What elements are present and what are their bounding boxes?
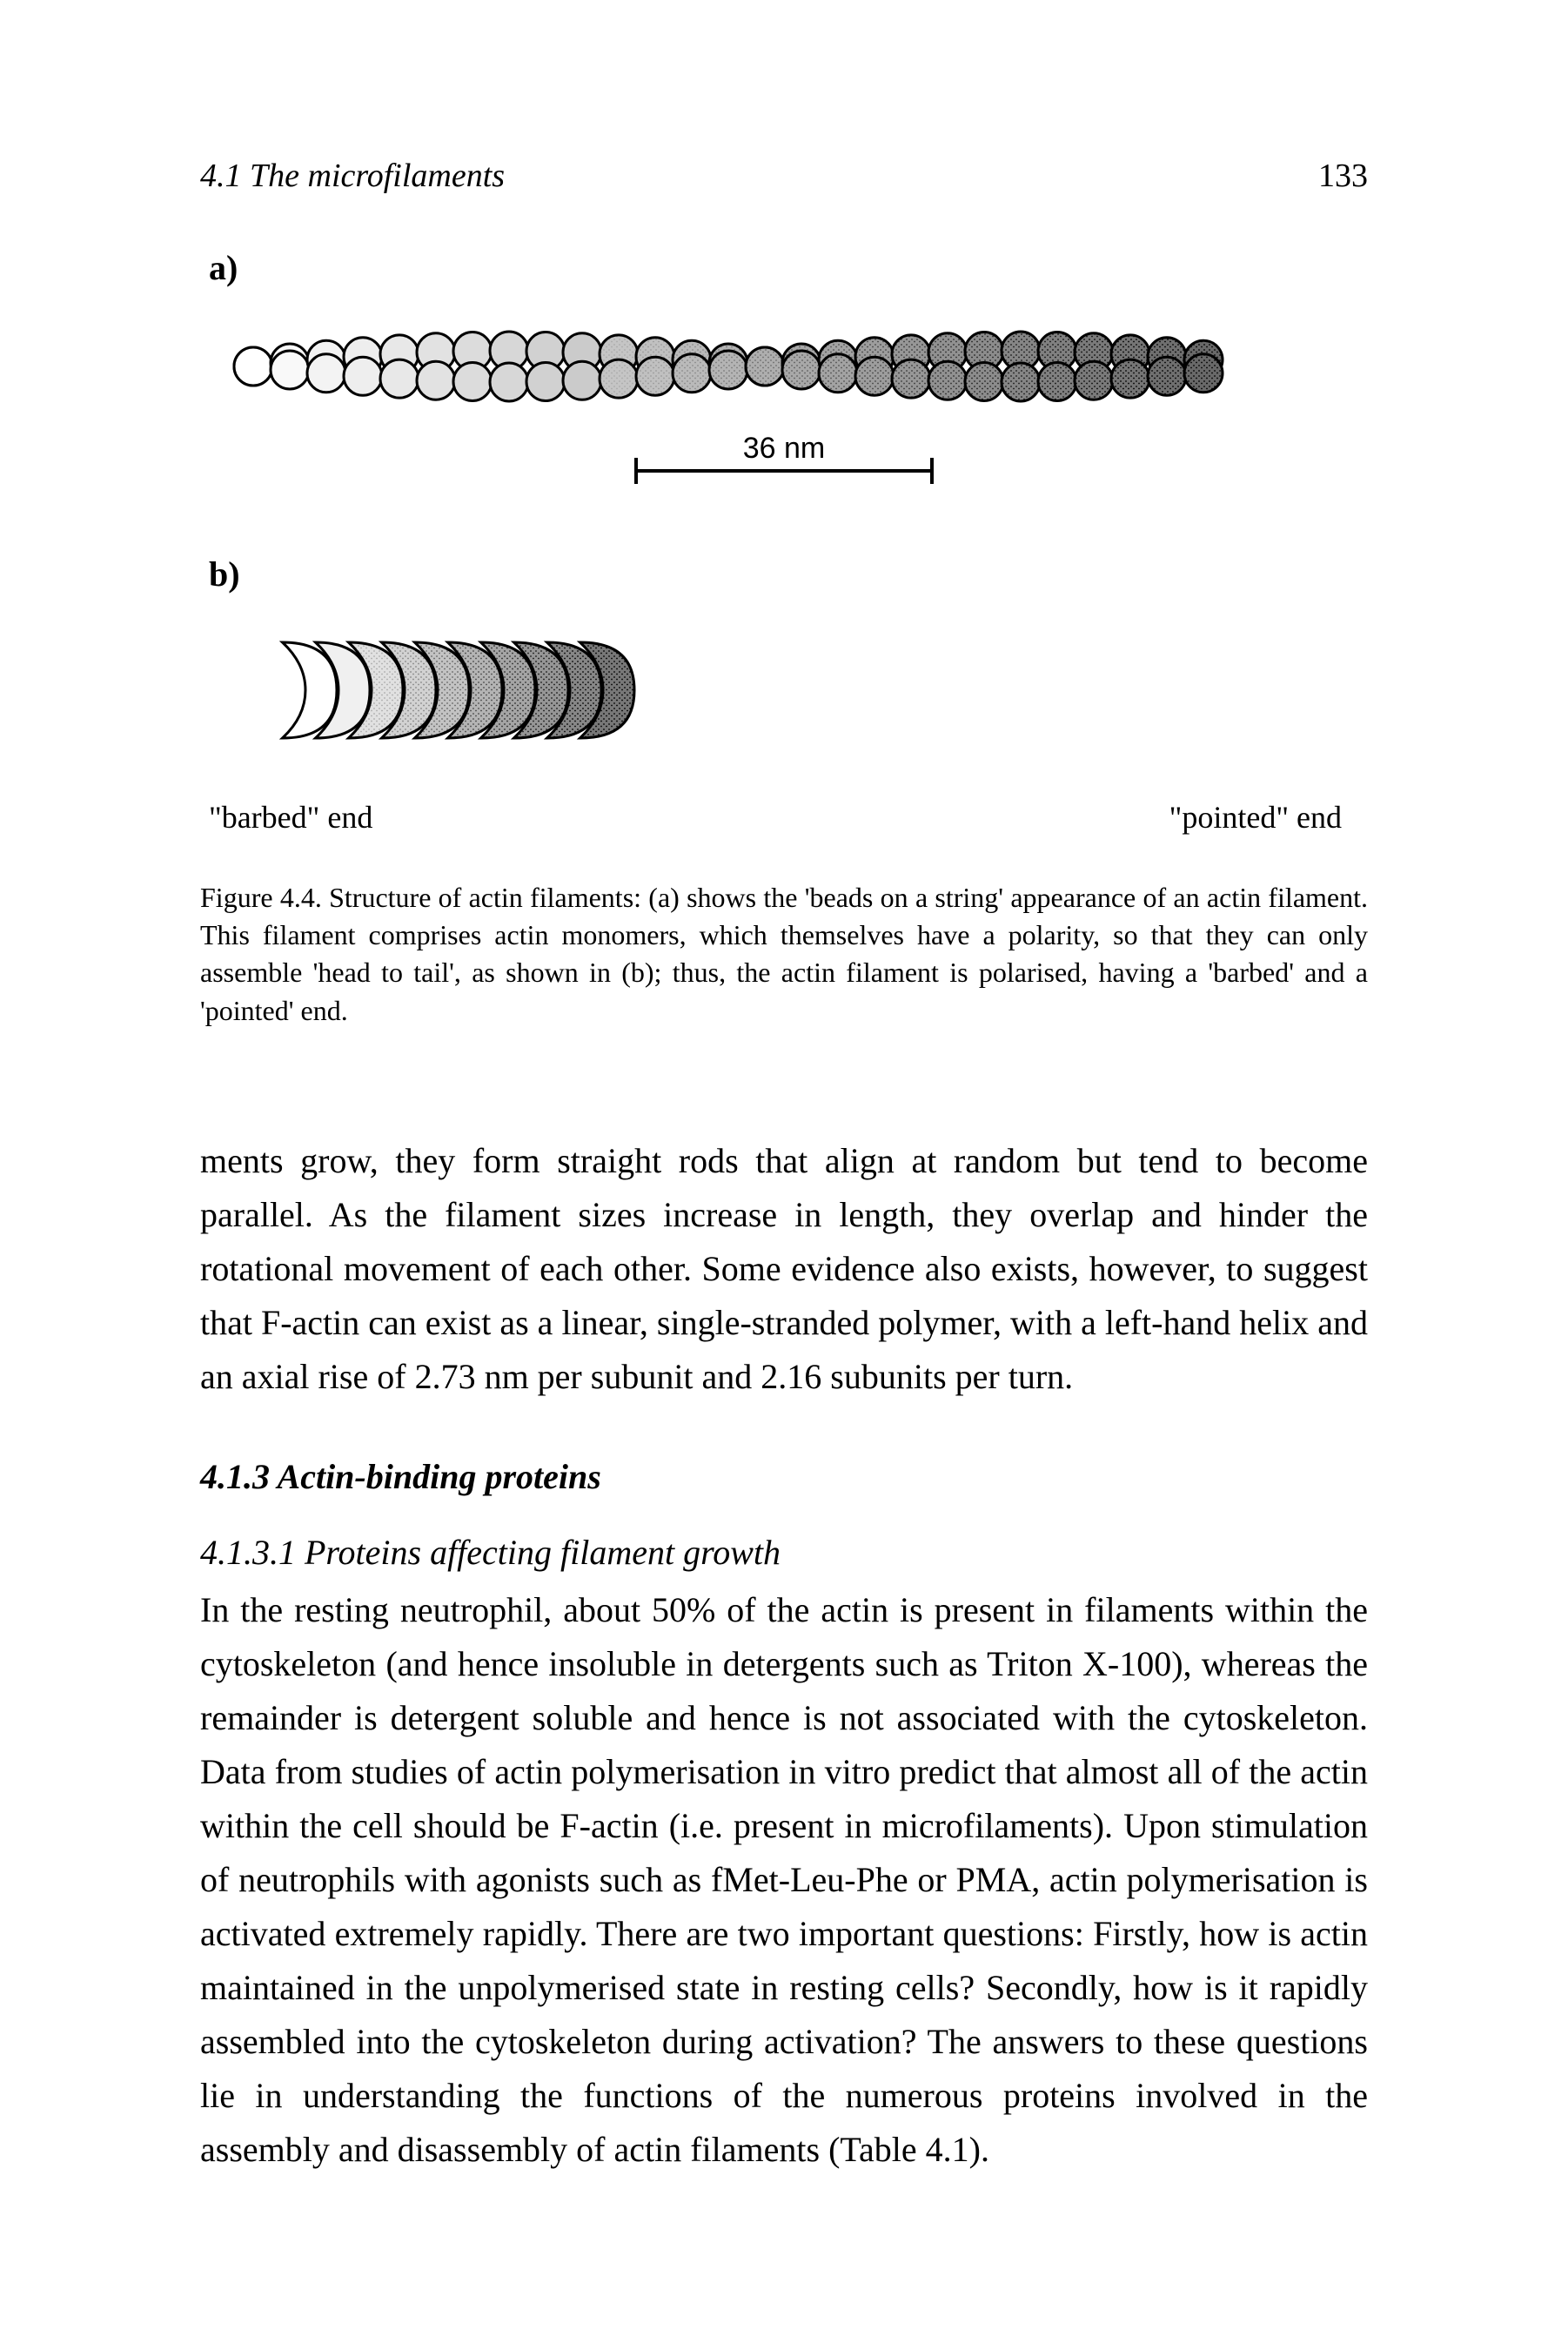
- page: 4.1 The microfilaments 133 a) 36 nm: [0, 0, 1568, 2350]
- continuation-paragraph: ments grow, they form straight rods that…: [200, 1134, 1368, 1404]
- panel-b-label: b): [209, 554, 1368, 594]
- end-labels-row: "barbed" end "pointed" end: [200, 799, 1368, 836]
- panel-a-label: a): [209, 247, 1368, 288]
- running-head: 4.1 The microfilaments 133: [200, 157, 1368, 195]
- pointed-end-label: "pointed" end: [1169, 799, 1342, 836]
- panel-b-diagram: [200, 603, 1368, 777]
- paragraph-4-1-3-1: In the resting neutrophil, about 50% of …: [200, 1583, 1368, 2177]
- panel-a-diagram: 36 nm: [200, 297, 1368, 523]
- figure-caption: Figure 4.4. Structure of actin filaments…: [200, 879, 1368, 1030]
- heading-4-1-3: 4.1.3 Actin-binding proteins: [200, 1456, 1368, 1497]
- running-title: 4.1 The microfilaments: [200, 157, 505, 195]
- heading-4-1-3-1: 4.1.3.1 Proteins affecting filament grow…: [200, 1532, 1368, 1573]
- scalebar-label: 36 nm: [743, 432, 826, 465]
- figure-4-4: a) 36 nm b) "barbed": [200, 247, 1368, 1030]
- barbed-end-label: "barbed" end: [209, 799, 372, 836]
- page-number: 133: [1318, 157, 1368, 195]
